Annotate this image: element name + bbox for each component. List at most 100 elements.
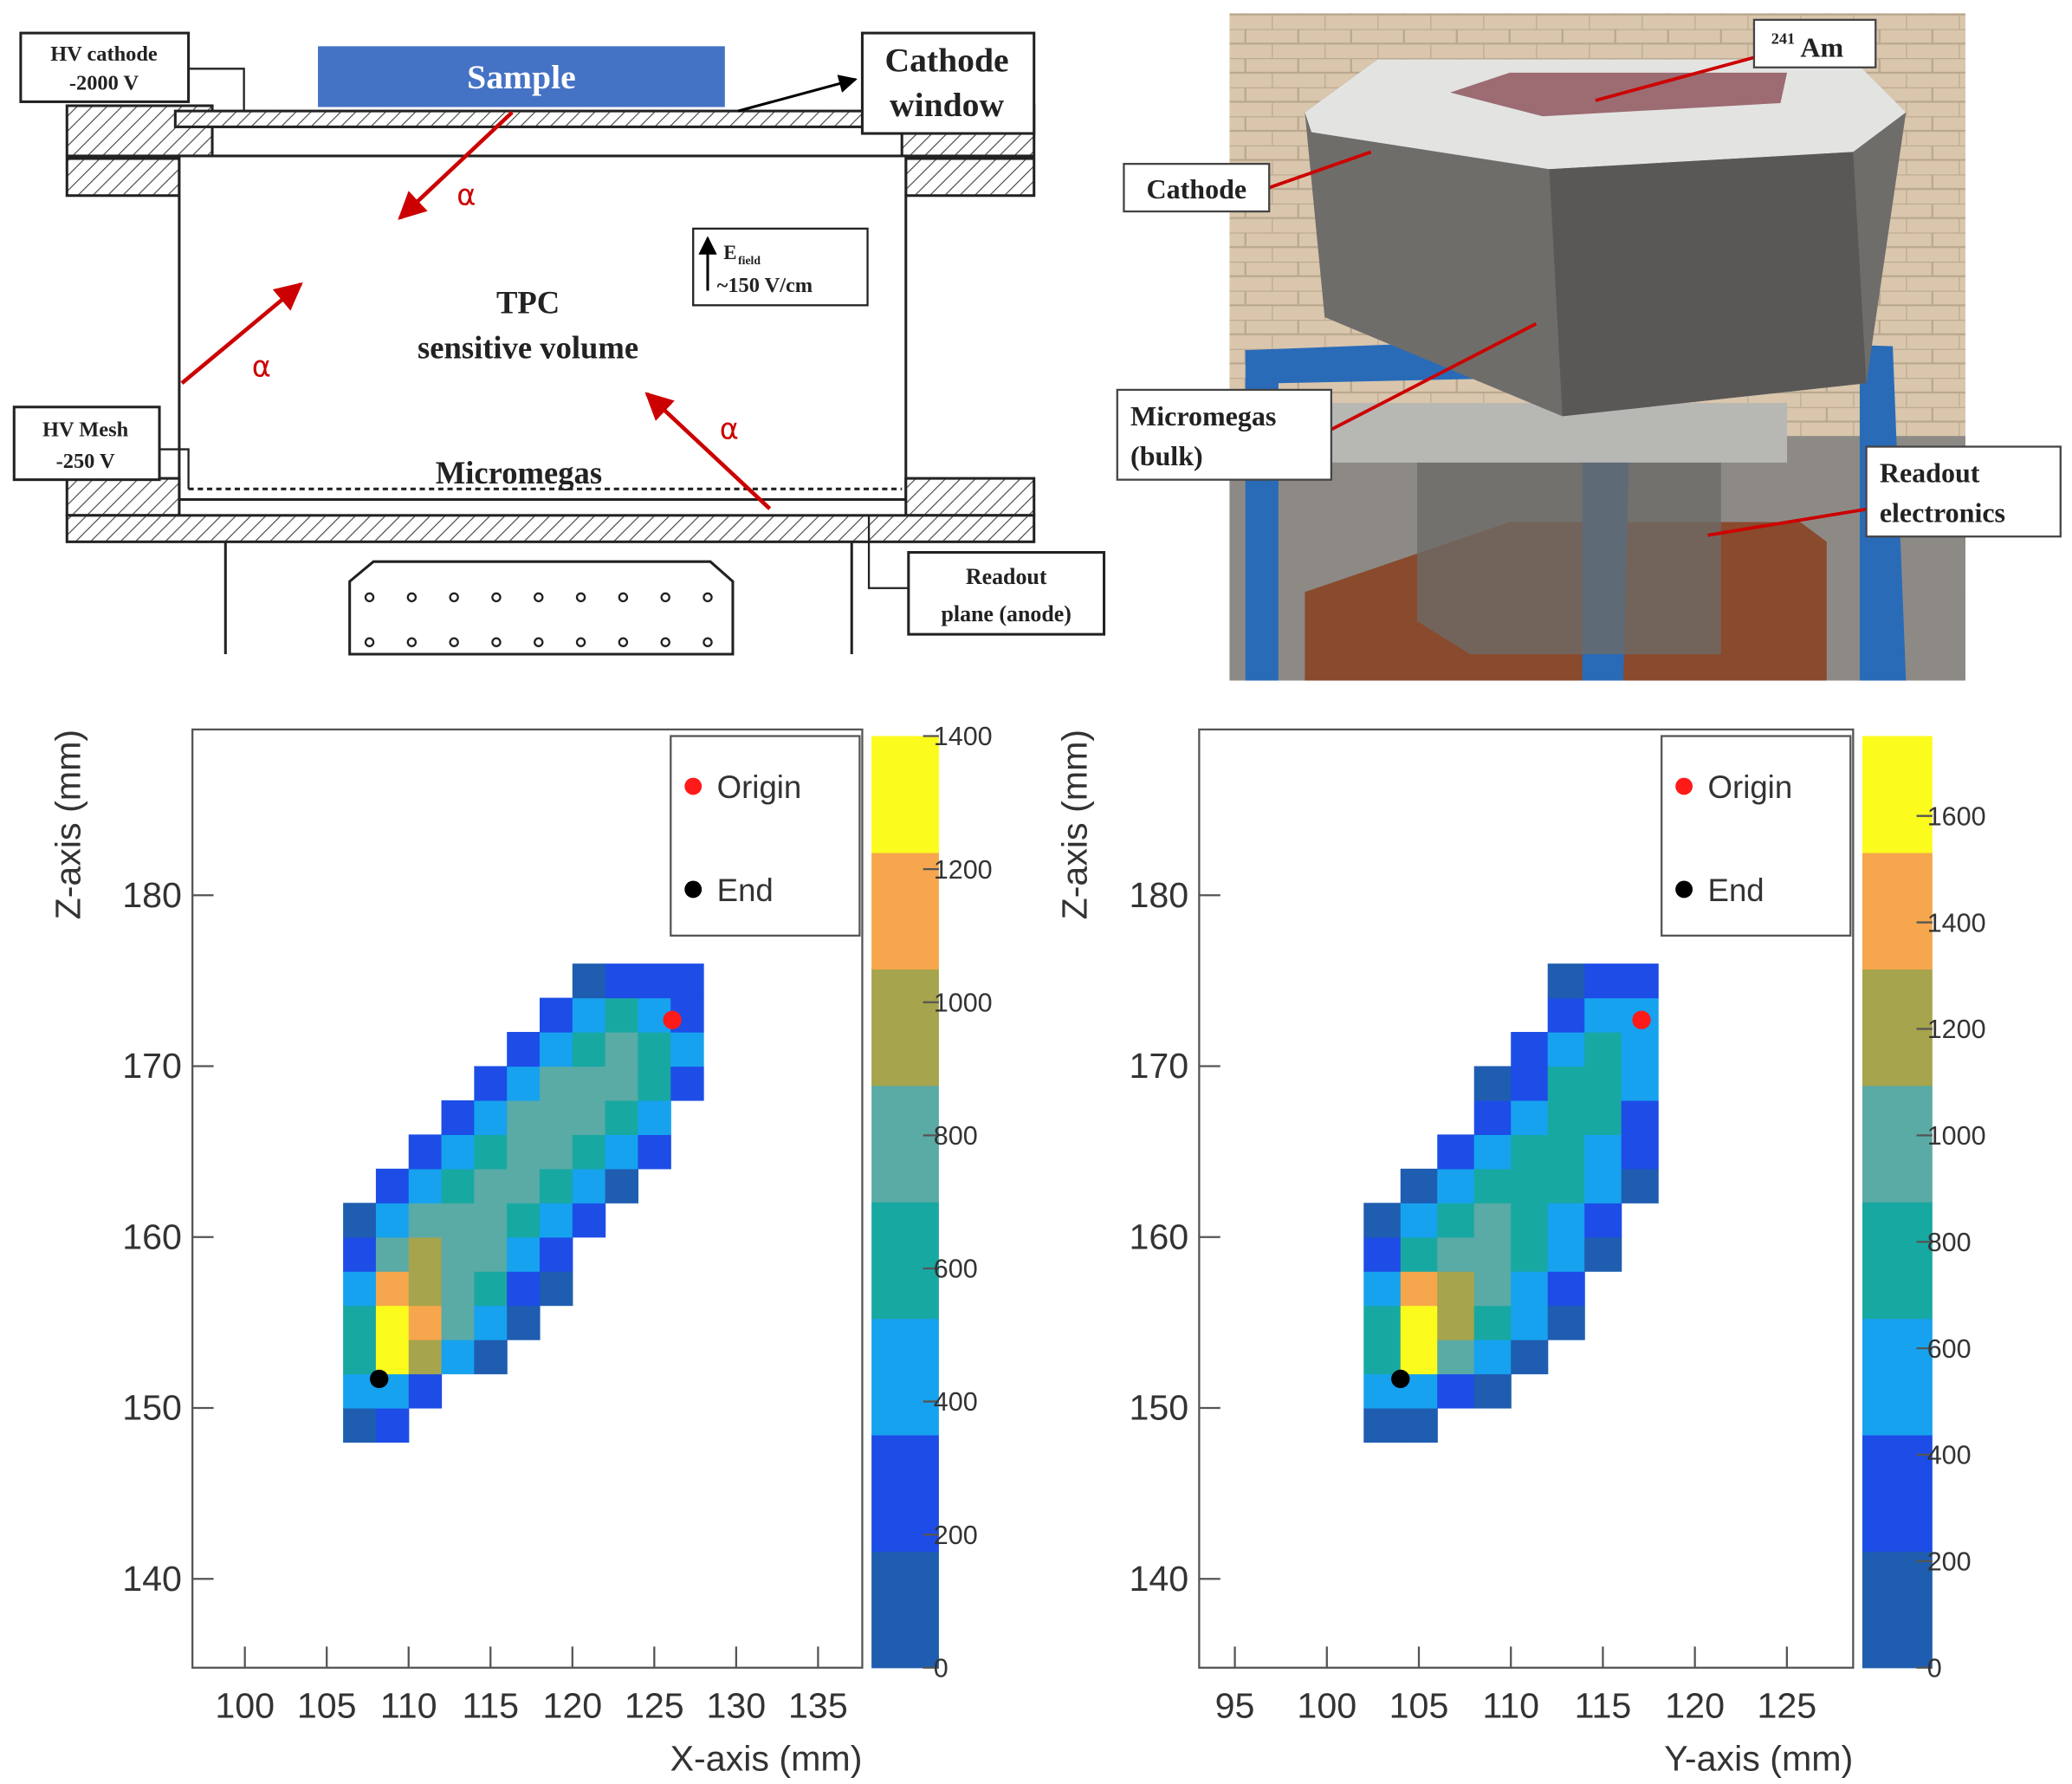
- heatmap-cell: [605, 1100, 639, 1135]
- label: electronics: [1880, 496, 2005, 528]
- detector-diagram: [12, 31, 1106, 656]
- heatmap-cell: [375, 1271, 410, 1307]
- heatmap-cell: [1400, 1271, 1438, 1307]
- heatmap-cell: [1511, 1032, 1549, 1067]
- heatmap-cell: [1473, 1066, 1512, 1101]
- track-point: [663, 1010, 682, 1029]
- heatmap-cell: [1437, 1340, 1475, 1375]
- heatmap-cell: [441, 1340, 475, 1375]
- heatmap-cell: [1400, 1236, 1438, 1272]
- colorbar-tick-label: 600: [934, 1255, 978, 1284]
- label-box: [907, 551, 1106, 636]
- heatmap-cell: [1363, 1271, 1402, 1307]
- heatmap-cell: [1584, 963, 1622, 999]
- alpha-label: α: [252, 350, 271, 384]
- colorbar-band: [1862, 1434, 1933, 1552]
- y-axis-title: Z-axis (mm): [49, 730, 88, 920]
- heatmap-cell: [605, 1134, 639, 1170]
- legend-marker: [684, 880, 703, 898]
- x-tick-label: 110: [1482, 1686, 1539, 1726]
- label: Readout: [966, 564, 1047, 589]
- heatmap-cell: [572, 1134, 606, 1170]
- alpha-track: [398, 110, 514, 220]
- colorbar-tick-label: 1200: [934, 855, 993, 885]
- heatmap-cell: [539, 1134, 573, 1170]
- heatmap-cell: [539, 1066, 573, 1101]
- heatmap-cell: [1400, 1340, 1438, 1375]
- colorbar-tick-label: 200: [1927, 1547, 1972, 1577]
- heatmap-cell: [1547, 1134, 1585, 1170]
- label: -250 V: [56, 450, 115, 473]
- label: ~150 V/cm: [717, 274, 813, 297]
- sample-block: [318, 46, 725, 107]
- heatmap-cell: [343, 1203, 377, 1238]
- x-tick-label: 130: [707, 1686, 767, 1726]
- heatmap-cell: [1547, 1100, 1585, 1135]
- label-box: [692, 227, 869, 307]
- heatmap-cell: [1547, 1236, 1585, 1272]
- x-tick-label: 120: [542, 1686, 602, 1726]
- label: sensitive volume: [418, 329, 638, 365]
- label: HV cathode: [50, 42, 158, 66]
- heatmap-cell: [441, 1305, 475, 1340]
- heatmap-cell: [1511, 1271, 1549, 1307]
- heatmap-cell: [1584, 1066, 1622, 1101]
- label: window: [890, 86, 1005, 124]
- arrow: [737, 75, 858, 113]
- heatmap-cell: [1363, 1305, 1402, 1340]
- alpha-label: α: [456, 178, 476, 211]
- heatmap-cell: [1584, 1100, 1622, 1135]
- heatmap-cell: [408, 1203, 443, 1238]
- track-point: [1632, 1010, 1651, 1029]
- heatmap-cell: [408, 1236, 443, 1272]
- heatmap-cell: [1437, 1271, 1475, 1307]
- heatmap-cell: [1511, 1305, 1549, 1340]
- heatmap-cell: [1473, 1340, 1512, 1375]
- heatmap-cell: [1547, 1271, 1585, 1307]
- heatmap-cell: [1584, 997, 1622, 1033]
- heatmap-cell: [474, 1340, 508, 1375]
- x-tick-label: 100: [215, 1686, 275, 1726]
- heatmap-cell: [375, 1340, 410, 1375]
- label: E: [723, 242, 736, 263]
- heatmap-cell: [605, 963, 639, 999]
- x-tick-label: 115: [1575, 1686, 1632, 1726]
- heatmap-cell: [474, 1066, 508, 1101]
- y-tick-label: 160: [122, 1216, 182, 1256]
- colorbar-tick-label: 1600: [1927, 801, 1986, 831]
- y-tick-label: 150: [122, 1388, 182, 1428]
- heatmap-cell: [507, 1134, 541, 1170]
- chamber-side: [1549, 152, 1867, 417]
- lead: [159, 448, 190, 490]
- heatmap-cell: [474, 1134, 508, 1170]
- colorbar-band: [1862, 1085, 1933, 1203]
- readout-plate: [65, 514, 1036, 543]
- y-tick-label: 140: [122, 1559, 182, 1599]
- heatmap-cell: [474, 1100, 508, 1135]
- heatmap-cell: [507, 1305, 541, 1340]
- heatmap-cell: [375, 1236, 410, 1272]
- heatmap-cell: [343, 1340, 377, 1375]
- label: Micromegas: [436, 455, 602, 490]
- colorbar-band: [1862, 852, 1933, 970]
- alpha-label: α: [720, 412, 739, 445]
- flange: [904, 477, 1036, 517]
- heatmap-cell: [1621, 1032, 1659, 1067]
- colorbar-band: [871, 1551, 939, 1669]
- heatmap-cell: [1547, 1203, 1585, 1238]
- legend-marker: [684, 777, 703, 795]
- label: (bulk): [1130, 440, 1203, 471]
- alpha-track: [180, 282, 303, 386]
- x-tick-label: 95: [1215, 1686, 1255, 1726]
- label: 241: [1771, 29, 1795, 47]
- colorbar-tick-label: 1400: [934, 722, 993, 751]
- charts: 100 105 110 115 120 125 130 135 140 150 160 170 180 X…: [49, 722, 1986, 1779]
- label: Cathode: [1146, 173, 1246, 204]
- legend-label: End: [1708, 873, 1764, 908]
- support: [223, 542, 853, 654]
- heatmap-cell: [1437, 1373, 1475, 1409]
- heatmap-chart: 100 105 110 115 120 125 130 135 140 150 160 170 180 X…: [49, 722, 993, 1779]
- label-box: [19, 31, 191, 103]
- heatmap-cell: [1584, 1203, 1622, 1238]
